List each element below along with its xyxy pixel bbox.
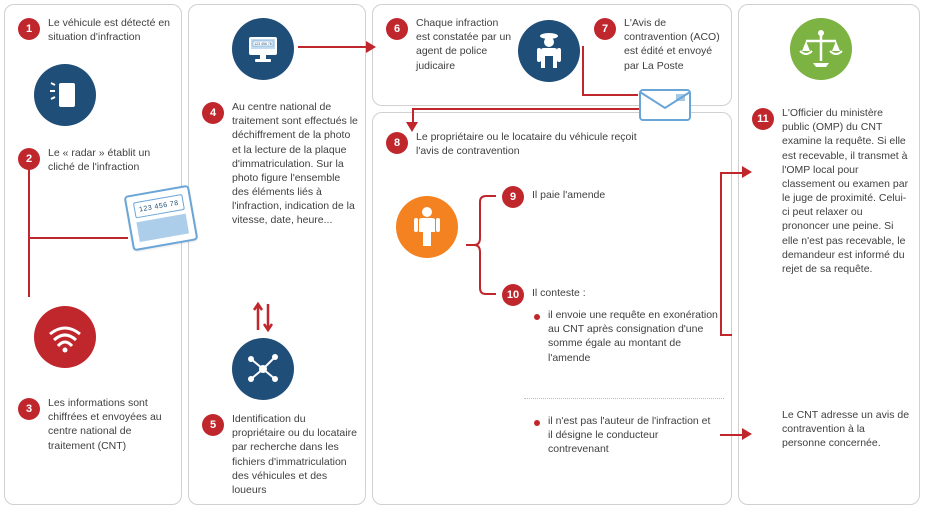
person-icon [396, 196, 458, 258]
step-text-9: Il paie l'amende [532, 188, 672, 202]
scales-icon [790, 18, 852, 80]
step-badge-2: 2 [18, 148, 40, 170]
step-text-3: Les informations sont chiffrées et envoy… [48, 396, 174, 453]
bracket-icon [462, 190, 502, 305]
step-badge-8: 8 [386, 132, 408, 154]
step-text-11: L'Officier du ministère public (OMP) du … [782, 106, 910, 276]
step-text-12: Le CNT adresse un avis de contravention … [782, 408, 910, 451]
step-badge-7: 7 [594, 18, 616, 40]
step-text-2: Le « radar » établit un cliché de l'infr… [48, 146, 174, 174]
dotted-separator [524, 398, 724, 399]
step-text-7: L'Avis de contravention (ACO) est édité … [624, 16, 724, 73]
radar-icon [34, 64, 96, 126]
step-text-6: Chaque infraction est constatée par un a… [416, 16, 512, 73]
step-badge-9: 9 [502, 186, 524, 208]
step-badge-11: 11 [752, 108, 774, 130]
bullet-10a [534, 314, 540, 320]
step-text-10a: il envoie une requête en exonération au … [548, 308, 718, 365]
monitor-icon: 123 456 78 [232, 18, 294, 80]
step-badge-1: 1 [18, 18, 40, 40]
step-badge-4: 4 [202, 102, 224, 124]
step-badge-3: 3 [18, 398, 40, 420]
envelope-icon [636, 84, 694, 129]
step-text-10b: il n'est pas l'auteur de l'infraction et… [548, 414, 718, 457]
svg-text:123 456 78: 123 456 78 [254, 42, 272, 46]
step-badge-5: 5 [202, 414, 224, 436]
step-badge-10: 10 [502, 284, 524, 306]
bullet-10b [534, 420, 540, 426]
step-text-1: Le véhicule est détecté en situation d'i… [48, 16, 174, 44]
police-officer-icon [518, 20, 580, 82]
step-text-4: Au centre national de traitement sont ef… [232, 100, 358, 228]
plate-photo-icon: 123 456 78 [124, 185, 199, 252]
double-arrow-icon [248, 300, 278, 339]
step-text-8: Le propriétaire ou le locataire du véhic… [416, 130, 646, 158]
step-text-5: Identification du propriétaire ou du loc… [232, 412, 358, 497]
signal-icon [34, 306, 96, 368]
network-icon [232, 338, 294, 400]
step-badge-6: 6 [386, 18, 408, 40]
step-text-10: Il conteste : [532, 286, 672, 300]
